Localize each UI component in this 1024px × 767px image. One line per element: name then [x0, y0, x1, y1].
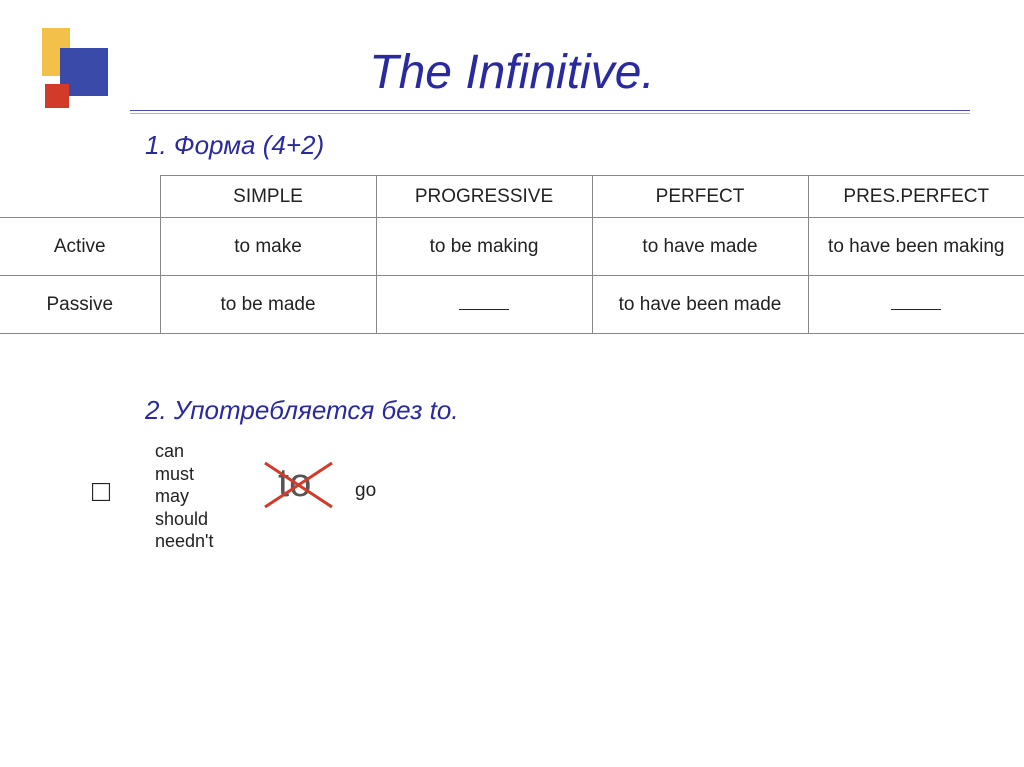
- page-title: The Infinitive.: [0, 45, 1024, 100]
- infinitive-table: SIMPLE PROGRESSIVE PERFECT PRES.PERFECT …: [0, 175, 1024, 334]
- cell-passive-presperfect: [808, 276, 1024, 334]
- modal-can: can: [155, 440, 214, 463]
- title-underline: [130, 110, 970, 111]
- col-header-simple: SIMPLE: [160, 176, 376, 218]
- row-label-active: Active: [0, 218, 160, 276]
- title-underline-shadow: [130, 113, 970, 114]
- modal-should: should: [155, 508, 214, 531]
- cell-active-perfect: to have made: [592, 218, 808, 276]
- col-header-presperfect: PRES.PERFECT: [808, 176, 1024, 218]
- cell-passive-simple: to be made: [160, 276, 376, 334]
- table-corner-empty: [0, 176, 160, 218]
- modal-may: may: [155, 485, 214, 508]
- section-1-heading: 1. Форма (4+2): [145, 130, 324, 161]
- cell-passive-progressive: [376, 276, 592, 334]
- modal-must: must: [155, 463, 214, 486]
- col-header-perfect: PERFECT: [592, 176, 808, 218]
- cell-passive-perfect: to have been made: [592, 276, 808, 334]
- bullet-square: □: [92, 475, 110, 509]
- cell-active-simple: to make: [160, 218, 376, 276]
- crossed-to: to: [260, 455, 340, 515]
- go-word: go: [355, 480, 376, 502]
- modal-verbs-list: can must may should needn't: [155, 440, 214, 553]
- section-2-heading: 2. Употребляется без to.: [145, 395, 459, 426]
- cell-active-progressive: to be making: [376, 218, 592, 276]
- cross-icon: [260, 455, 340, 515]
- row-label-passive: Passive: [0, 276, 160, 334]
- cell-active-presperfect: to have been making: [808, 218, 1024, 276]
- col-header-progressive: PROGRESSIVE: [376, 176, 592, 218]
- modal-neednt: needn't: [155, 530, 214, 553]
